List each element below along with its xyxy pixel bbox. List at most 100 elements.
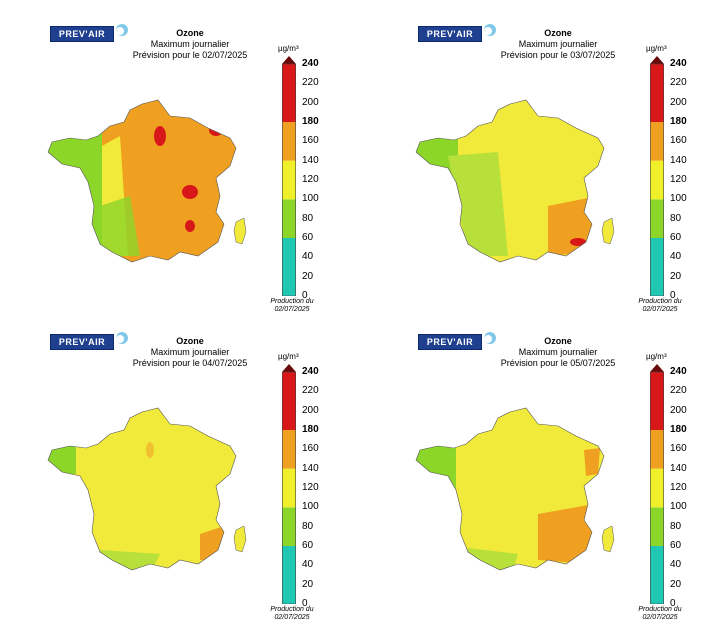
colorbar-tick-label: 40	[302, 251, 314, 263]
colorbar-band	[650, 64, 664, 122]
colorbar-tick-label: 180	[302, 116, 319, 127]
colorbar-band	[282, 238, 296, 296]
colorbar-tick-label: 200	[302, 96, 319, 108]
colorbar-tick-label: 80	[302, 212, 314, 224]
colorbar-tick-label: 20	[670, 270, 682, 282]
colorbar-tick-label: 80	[670, 520, 682, 532]
colorbar-tick-label: 120	[670, 482, 687, 493]
colorbar-tick-label: 60	[670, 232, 682, 243]
colorbar-tick-label: 200	[302, 404, 319, 416]
pollutant-title: Ozone	[176, 28, 204, 38]
colorbar-unit: µg/m³	[278, 352, 299, 361]
colorbar-tick-label: 20	[302, 578, 314, 590]
colorbar-unit: µg/m³	[646, 352, 667, 361]
colorbar-band	[650, 199, 664, 238]
map-panel-4: PREV'AIR Ozone Maximum journalier Prévis…	[408, 330, 706, 630]
france-ozone-map	[47, 99, 247, 263]
colorbar	[650, 56, 664, 296]
colorbar-frame	[650, 63, 664, 296]
colorbar-tick-label: 0	[670, 598, 676, 609]
forecast-date: Prévision pour le 03/07/2025	[500, 50, 616, 60]
production-date: 02/07/2025	[642, 306, 678, 313]
colorbar-tick-label: 160	[302, 443, 319, 455]
forecast-date: Prévision pour le 02/07/2025	[132, 50, 248, 60]
colorbar	[282, 56, 296, 296]
colorbar-tick-label: 220	[670, 77, 687, 89]
colorbar-tick-label: 120	[670, 174, 687, 185]
colorbar-frame	[282, 63, 296, 296]
pollutant-title: Ozone	[544, 336, 572, 346]
colorbar-frame	[282, 371, 296, 604]
colorbar-tick-label: 80	[302, 520, 314, 532]
colorbar-tick-label: 40	[302, 559, 314, 571]
statistic-subtitle: Maximum journalier	[518, 347, 598, 357]
france-ozone-map	[415, 407, 615, 571]
map-titles: Ozone Maximum journalier Prévision pour …	[478, 336, 638, 369]
colorbar-tick-label: 0	[670, 290, 676, 301]
colorbar-band	[282, 546, 296, 604]
forecast-date: Prévision pour le 05/07/2025	[500, 358, 616, 368]
pollutant-title: Ozone	[544, 28, 572, 38]
production-info: Production du 02/07/2025	[630, 298, 690, 314]
statistic-subtitle: Maximum journalier	[518, 39, 598, 49]
colorbar-tick-label: 140	[302, 462, 319, 474]
colorbar-tick-label: 20	[670, 578, 682, 590]
prevair-logo: PREV'AIR	[50, 334, 114, 350]
logo-swirl-icon	[484, 24, 496, 36]
colorbar-tick-label: 220	[302, 77, 319, 89]
colorbar-max-arrow	[650, 364, 664, 372]
colorbar-tick-label: 200	[670, 96, 687, 108]
production-date: 02/07/2025	[274, 306, 310, 313]
colorbar-band	[650, 468, 664, 508]
colorbar-tick-label: 180	[670, 116, 687, 127]
statistic-subtitle: Maximum journalier	[150, 347, 230, 357]
colorbar-tick-label: 20	[302, 270, 314, 282]
colorbar-max-arrow	[282, 364, 296, 372]
production-info: Production du 02/07/2025	[262, 298, 322, 314]
colorbar-tick-label: 160	[670, 443, 687, 455]
colorbar-band	[282, 372, 296, 430]
colorbar-tick-label: 40	[670, 559, 682, 571]
colorbar-tick-label: 160	[670, 135, 687, 147]
colorbar-band	[282, 199, 296, 238]
colorbar-tick-label: 60	[302, 232, 314, 243]
colorbar-tick-label: 100	[670, 193, 687, 205]
pollutant-title: Ozone	[176, 336, 204, 346]
colorbar-frame	[650, 371, 664, 604]
colorbar-band	[650, 372, 664, 430]
colorbar-tick-label: 120	[302, 174, 319, 185]
colorbar-tick-label: 140	[302, 154, 319, 166]
colorbar-band	[282, 122, 296, 161]
colorbar-band	[282, 507, 296, 546]
logo-swirl-icon	[116, 24, 128, 36]
colorbar	[282, 364, 296, 604]
colorbar-tick-label: 100	[302, 501, 319, 513]
colorbar-tick-label: 120	[302, 482, 319, 493]
production-label: Production du	[270, 298, 314, 305]
prevair-logo: PREV'AIR	[418, 334, 482, 350]
colorbar-max-arrow	[282, 56, 296, 64]
map-panel-1: PREV'AIR Ozone Maximum journalier Prévis…	[40, 22, 380, 322]
prevair-logo: PREV'AIR	[50, 26, 114, 42]
france-ozone-map	[47, 407, 247, 571]
colorbar-band	[650, 238, 664, 296]
colorbar-band	[650, 546, 664, 604]
colorbar-band	[282, 64, 296, 122]
logo-swirl-icon	[116, 332, 128, 344]
forecast-date: Prévision pour le 04/07/2025	[132, 358, 248, 368]
colorbar-tick-label: 0	[302, 290, 308, 301]
colorbar-tick-label: 180	[302, 424, 319, 435]
colorbar-tick-label: 220	[670, 385, 687, 397]
colorbar-tick-label: 220	[302, 385, 319, 397]
colorbar-band	[282, 468, 296, 508]
colorbar-tick-label: 240	[670, 58, 687, 69]
prevair-logo: PREV'AIR	[418, 26, 482, 42]
colorbar-tick-label: 140	[670, 154, 687, 166]
colorbar-band	[650, 160, 664, 200]
colorbar-band	[650, 507, 664, 546]
map-panel-2: PREV'AIR Ozone Maximum journalier Prévis…	[408, 22, 706, 322]
colorbar-tick-label: 160	[302, 135, 319, 147]
statistic-subtitle: Maximum journalier	[150, 39, 230, 49]
map-titles: Ozone Maximum journalier Prévision pour …	[110, 336, 270, 369]
production-label: Production du	[638, 298, 682, 305]
